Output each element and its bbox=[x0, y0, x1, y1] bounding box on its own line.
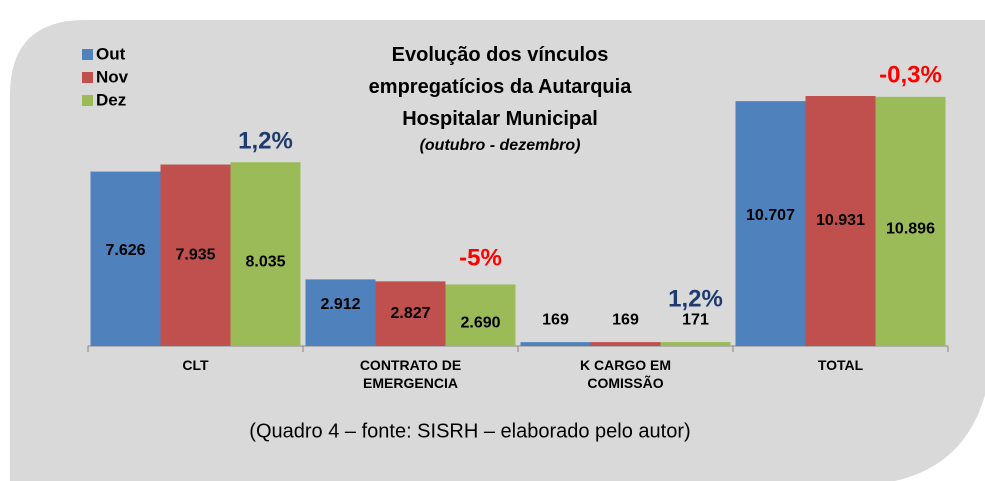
data-label: 7.935 bbox=[175, 246, 215, 263]
data-label: 10.707 bbox=[746, 207, 795, 224]
bar bbox=[230, 162, 301, 346]
bar bbox=[90, 171, 161, 346]
chart-subtitle: (outubro - dezembro) bbox=[420, 137, 581, 154]
annotation: 1,2% bbox=[238, 128, 293, 155]
x-tick-label: TOTAL bbox=[817, 357, 864, 373]
bar bbox=[735, 101, 806, 346]
annotation: 1,2% bbox=[668, 285, 723, 312]
legend-swatch bbox=[82, 95, 93, 106]
bar bbox=[305, 279, 376, 346]
data-label: 2.690 bbox=[460, 314, 500, 331]
data-label: 2.827 bbox=[390, 305, 430, 322]
bar bbox=[160, 164, 231, 346]
data-label: 171 bbox=[682, 311, 709, 328]
x-tick-label: CLT bbox=[182, 357, 209, 373]
data-label: 2.912 bbox=[320, 296, 360, 313]
data-label: 169 bbox=[542, 311, 569, 328]
data-label: 8.035 bbox=[245, 253, 285, 270]
annotation: -5% bbox=[459, 245, 502, 272]
bar bbox=[660, 342, 731, 346]
data-label: 10.896 bbox=[886, 221, 935, 238]
caption: (Quadro 4 – fonte: SISRH – elaborado pel… bbox=[249, 420, 690, 442]
bar bbox=[590, 342, 661, 346]
chart-title: Evolução dos vínculos empregatícios da Au… bbox=[369, 44, 633, 130]
legend-swatch bbox=[82, 72, 93, 83]
bar bbox=[875, 96, 946, 346]
bar bbox=[445, 284, 516, 346]
x-tick-label: CONTRATO DE EMERGENCIA bbox=[359, 357, 462, 391]
bar bbox=[375, 281, 446, 346]
legend-swatch bbox=[82, 49, 93, 60]
annotation: -0,3% bbox=[879, 61, 942, 88]
x-tick-label: K CARGO EM COMISSÃO bbox=[580, 357, 671, 391]
legend-label: Nov bbox=[96, 67, 129, 86]
bar bbox=[520, 342, 591, 346]
data-label: 169 bbox=[612, 311, 639, 328]
legend-label: Dez bbox=[96, 90, 126, 109]
data-label: 7.626 bbox=[105, 242, 145, 259]
data-label: 10.931 bbox=[816, 212, 865, 229]
legend-label: Out bbox=[96, 44, 126, 63]
bar bbox=[805, 96, 876, 346]
